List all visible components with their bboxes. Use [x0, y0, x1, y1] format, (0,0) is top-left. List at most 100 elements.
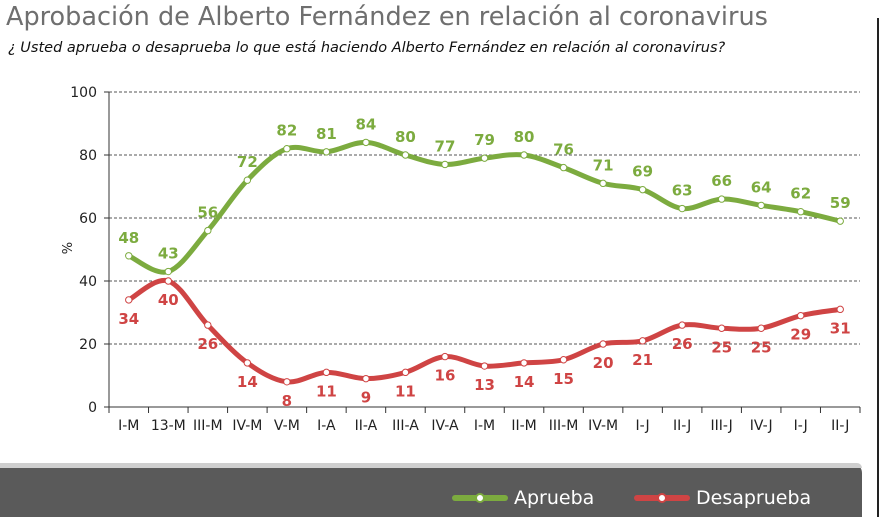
y-tick-label: 0	[88, 400, 97, 416]
data-label-aprueba: 59	[830, 194, 851, 212]
data-label-aprueba: 79	[474, 131, 495, 149]
x-tick-label: V-M	[274, 418, 300, 434]
data-point-aprueba	[441, 160, 449, 169]
y-tick-label: 20	[79, 337, 97, 353]
data-point-desaprueba	[717, 324, 726, 332]
data-label-desaprueba: 14	[514, 373, 535, 391]
data-point-desaprueba	[283, 378, 291, 386]
data-point-desaprueba	[362, 374, 370, 383]
x-tick-label: IV-M	[232, 418, 262, 434]
data-point-aprueba	[638, 185, 647, 194]
data-point-aprueba	[599, 179, 607, 188]
data-point-desaprueba	[441, 352, 449, 361]
data-label-aprueba: 82	[276, 122, 297, 140]
legend-label-approve: Aprueba	[514, 487, 595, 509]
data-label-aprueba: 80	[514, 128, 535, 146]
legend-approve-line-icon	[452, 493, 508, 503]
data-label-aprueba: 62	[790, 185, 811, 203]
data-point-aprueba	[283, 145, 291, 153]
data-label-aprueba: 77	[435, 137, 456, 155]
x-tick-label: III-M	[193, 418, 223, 434]
data-point-aprueba	[480, 154, 489, 162]
x-tick-label: IV-M	[588, 418, 618, 434]
data-label-aprueba: 56	[197, 204, 218, 222]
data-label-aprueba: 69	[632, 163, 653, 181]
data-point-desaprueba	[401, 368, 410, 377]
x-tick-label: III-J	[710, 418, 732, 434]
data-label-aprueba: 80	[395, 128, 416, 146]
data-point-desaprueba	[520, 359, 528, 367]
y-tick-label: 100	[70, 85, 97, 101]
data-label-desaprueba: 11	[316, 382, 337, 400]
x-tick-label: 13-M	[151, 418, 186, 434]
x-tick-label: IV-A	[431, 418, 459, 434]
data-point-aprueba	[757, 201, 765, 210]
data-label-desaprueba: 16	[435, 367, 456, 385]
data-label-desaprueba: 14	[237, 373, 258, 391]
y-tick-label: 60	[79, 211, 97, 227]
x-tick-label: II-A	[355, 418, 378, 434]
y-tick-label: 40	[79, 274, 97, 290]
data-point-desaprueba	[757, 324, 765, 332]
x-tick-label: I-M	[474, 418, 495, 434]
x-tick-label: III-M	[549, 418, 579, 434]
x-tick-label: I-J	[636, 418, 650, 434]
data-point-desaprueba	[204, 321, 212, 329]
y-tick-label: 80	[79, 148, 97, 164]
legend-item-disapprove: Desaprueba	[634, 485, 811, 511]
data-point-desaprueba	[678, 321, 686, 329]
x-tick-label: I-M	[118, 418, 139, 434]
x-tick-label: IV-J	[750, 418, 773, 434]
x-tick-label: II-M	[511, 418, 536, 434]
data-point-desaprueba	[638, 337, 647, 345]
data-point-desaprueba	[322, 368, 331, 377]
data-point-aprueba	[559, 163, 568, 172]
data-point-desaprueba	[836, 305, 844, 314]
data-point-desaprueba	[243, 359, 252, 367]
data-label-aprueba: 66	[711, 172, 732, 190]
x-tick-label: II-J	[673, 418, 691, 434]
data-point-aprueba	[401, 151, 410, 159]
legend-item-approve: Aprueba	[452, 485, 594, 511]
data-label-desaprueba: 11	[395, 382, 416, 400]
data-label-desaprueba: 9	[361, 389, 371, 407]
data-point-aprueba	[362, 138, 370, 147]
data-label-desaprueba: 25	[751, 338, 772, 356]
data-label-aprueba: 71	[593, 156, 614, 174]
data-point-desaprueba	[164, 277, 172, 285]
data-label-desaprueba: 40	[158, 291, 179, 309]
data-point-desaprueba	[125, 296, 133, 304]
approval-line-chart: 0 20 40 60 80 100% I-M 13-M III-M IV-M V-M I-A II-A I…	[61, 85, 861, 434]
data-point-desaprueba	[599, 340, 607, 348]
data-label-aprueba: 48	[118, 229, 139, 247]
data-point-desaprueba	[559, 356, 568, 364]
legend: Aprueba Desaprueba	[0, 463, 862, 517]
data-point-aprueba	[125, 252, 133, 260]
data-point-aprueba	[322, 148, 331, 156]
frame-border	[877, 18, 879, 517]
data-point-aprueba	[797, 208, 805, 216]
data-label-desaprueba: 13	[474, 376, 495, 394]
series-line-aprueba	[126, 139, 843, 275]
legend-label-disapprove: Desaprueba	[696, 487, 812, 509]
data-point-aprueba	[164, 267, 172, 276]
data-label-aprueba: 81	[316, 125, 337, 143]
data-point-desaprueba	[797, 311, 805, 320]
chart-title: Aprobación de Alberto Fernández en relac…	[6, 2, 768, 32]
x-tick-label: III-A	[392, 418, 419, 434]
data-label-desaprueba: 26	[672, 335, 693, 353]
data-label-desaprueba: 29	[790, 326, 811, 344]
x-tick-label: I-J	[794, 418, 808, 434]
data-point-aprueba	[836, 217, 844, 225]
data-label-desaprueba: 8	[282, 392, 292, 410]
data-label-aprueba: 72	[237, 153, 258, 171]
data-label-desaprueba: 26	[197, 335, 218, 353]
data-label-desaprueba: 15	[553, 370, 574, 388]
data-label-aprueba: 63	[672, 182, 693, 200]
data-label-desaprueba: 25	[711, 338, 732, 356]
data-label-aprueba: 64	[751, 178, 772, 196]
x-tick-label: I-A	[317, 418, 336, 434]
data-label-desaprueba: 31	[830, 319, 851, 337]
data-label-desaprueba: 21	[632, 351, 653, 369]
data-point-aprueba	[678, 204, 686, 213]
